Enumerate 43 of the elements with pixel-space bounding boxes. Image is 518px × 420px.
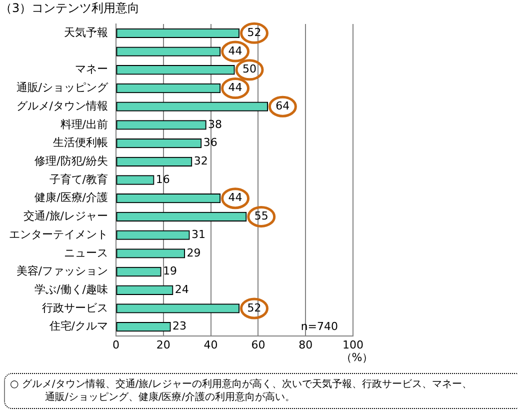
data-label: 23 xyxy=(172,320,187,333)
y-tick-label: 生活便利帳 xyxy=(53,136,108,150)
annotation: 52 xyxy=(247,26,262,40)
annotation: n=740 xyxy=(300,320,338,333)
data-label: 29 xyxy=(186,246,201,260)
y-tick-label: マネー xyxy=(75,62,108,76)
y-tick-label: 修理/防犯/紛失 xyxy=(34,154,108,168)
x-tick-label: 100 xyxy=(342,338,364,352)
x-tick-label: 60 xyxy=(251,338,266,352)
x-tick-label: 80 xyxy=(298,338,313,352)
annotation: 44 xyxy=(228,44,242,58)
annotation: 64 xyxy=(276,99,290,112)
data-label: 38 xyxy=(208,118,222,131)
annotation: 52 xyxy=(247,301,262,314)
annotation: 50 xyxy=(242,62,256,76)
y-tick-label: 交通/旅/レジャー xyxy=(24,210,108,223)
data-label: 16 xyxy=(156,172,170,186)
y-tick-label: ニュース xyxy=(64,246,108,260)
x-tick-label: 20 xyxy=(156,338,170,352)
y-tick-label: 料理/出前 xyxy=(60,118,108,131)
data-label: 32 xyxy=(194,154,208,168)
data-label: 31 xyxy=(191,228,206,241)
y-tick-label: 子育て/教育 xyxy=(49,172,108,186)
y-tick-label: 学ぶ/働く/趣味 xyxy=(34,282,108,296)
y-tick-label: グルメ/タウン情報 xyxy=(16,99,108,112)
y-tick-label: 美容/ファッション xyxy=(16,264,108,278)
x-tick-label: 0 xyxy=(112,338,120,352)
annotation: 55 xyxy=(254,210,268,223)
x-tick-label: 40 xyxy=(204,338,218,352)
y-tick-label: 健康/医療/介護 xyxy=(34,191,108,204)
data-label: 19 xyxy=(163,264,178,278)
y-tick-label: 通販/ショッピング xyxy=(16,81,109,94)
x-axis-title: （%） xyxy=(340,350,374,364)
chart-title: （3）コンテンツ利用意向 xyxy=(0,1,140,16)
y-tick-label: 天気予報 xyxy=(64,26,108,40)
y-tick-label: 住宅/クルマ xyxy=(49,320,108,333)
y-tick-label: エンターテイメント xyxy=(9,228,108,241)
y-tick-label: 行政サービス xyxy=(42,301,108,314)
data-label: 24 xyxy=(174,282,189,296)
data-label: 36 xyxy=(203,136,218,150)
annotation: 44 xyxy=(228,81,242,94)
annotation: 44 xyxy=(228,191,242,204)
text: ○ グルメ/タウン情報、交通/旅/レジャーの利用意向が高く、次いで天気予報、行政サービス、マネー、通販/ショッピング、健康/医療/介護の利用意向が高い。 xyxy=(4,373,518,409)
